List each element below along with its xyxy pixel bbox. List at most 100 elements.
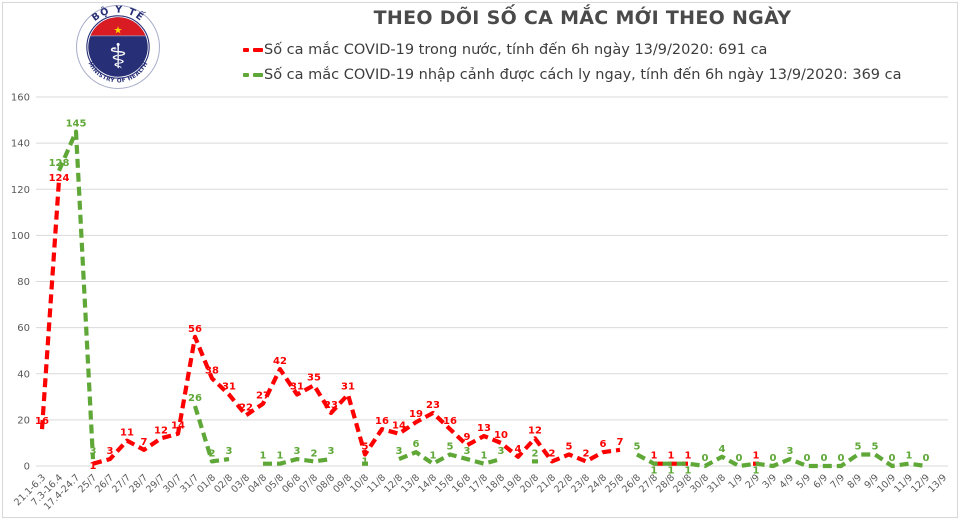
data-point-label: 3 bbox=[90, 446, 97, 457]
domestic-series-line bbox=[92, 334, 621, 466]
data-point-label: 1 bbox=[651, 451, 658, 462]
data-point-label: 23 bbox=[426, 400, 440, 411]
data-point-label: 11 bbox=[120, 428, 134, 439]
y-axis-tick-label: 0 bbox=[24, 462, 30, 473]
data-point-label: 1 bbox=[668, 451, 675, 462]
data-point-label: 1 bbox=[685, 466, 692, 477]
data-point-label: 0 bbox=[770, 453, 777, 464]
legend-marker-domestic-icon bbox=[243, 47, 263, 52]
data-point-label: 3 bbox=[226, 446, 233, 457]
y-axis-tick-label: 60 bbox=[17, 323, 30, 334]
data-point-label: 1 bbox=[906, 451, 913, 462]
y-axis-tick-label: 120 bbox=[11, 185, 30, 196]
data-point-label: 1 bbox=[481, 451, 488, 462]
data-point-label: 27 bbox=[256, 391, 270, 402]
data-point-label: 1 bbox=[753, 451, 760, 462]
data-point-label: 7 bbox=[617, 437, 624, 448]
x-axis-tick-label: 7/9 bbox=[829, 472, 848, 491]
data-point-label: 3 bbox=[294, 446, 301, 457]
x-axis-tick-label: 6/9 bbox=[812, 472, 831, 491]
data-point-label: 56 bbox=[188, 324, 202, 335]
imported-series-line bbox=[398, 450, 502, 466]
data-point-label: 4 bbox=[515, 444, 522, 455]
data-point-label: 5 bbox=[566, 441, 573, 452]
x-axis-tick-label: 3/9 bbox=[761, 472, 780, 491]
x-axis-tick-label: 8/9 bbox=[846, 472, 865, 491]
y-axis-tick-label: 40 bbox=[17, 369, 30, 380]
data-point-label: 13 bbox=[477, 423, 491, 434]
data-point-label: 1 bbox=[90, 461, 97, 472]
data-point-label: 3 bbox=[498, 446, 505, 457]
data-point-label: 3 bbox=[328, 446, 335, 457]
y-axis-tick-label: 140 bbox=[11, 139, 30, 150]
legend-label-domestic: Số ca mắc COVID-19 trong nước, tính đến … bbox=[264, 41, 768, 58]
data-point-label: 1 bbox=[668, 466, 675, 477]
legend-label-imported: Số ca mắc COVID-19 nhập cảnh được cách l… bbox=[264, 66, 902, 83]
data-point-label: 124 bbox=[49, 173, 70, 184]
data-point-label: 1 bbox=[362, 456, 369, 467]
legend-marker-imported-icon bbox=[243, 72, 263, 77]
data-point-label: 5 bbox=[872, 441, 879, 452]
data-point-label: 26 bbox=[188, 393, 202, 404]
data-point-label: 19 bbox=[409, 409, 423, 420]
imported-series-line bbox=[57, 129, 96, 460]
data-point-label: 35 bbox=[307, 372, 321, 383]
data-point-label: 2 bbox=[209, 448, 216, 459]
x-axis-tick-label: 1/9 bbox=[727, 472, 746, 491]
logo-star-icon: ★ bbox=[113, 25, 122, 36]
data-point-label: 3 bbox=[107, 446, 114, 457]
data-point-label: 145 bbox=[66, 119, 87, 130]
logo-caduceus-icon: ⚕ bbox=[109, 37, 128, 77]
data-point-label: 10 bbox=[494, 430, 508, 441]
data-point-label: 2 bbox=[549, 448, 556, 459]
data-point-label: 0 bbox=[804, 453, 811, 464]
data-point-label: 0 bbox=[702, 453, 709, 464]
page-title: THEO DÕI SỐ CA MẮC MỚI THEO NGÀY bbox=[373, 7, 792, 29]
data-point-label: 38 bbox=[205, 365, 219, 376]
data-point-label: 1 bbox=[277, 451, 284, 462]
data-point-label: 1 bbox=[753, 466, 760, 477]
data-point-label: 0 bbox=[923, 453, 930, 464]
data-point-label: 42 bbox=[273, 356, 287, 367]
domestic-series-line bbox=[39, 179, 62, 430]
imported-series-line bbox=[263, 456, 332, 466]
data-point-label: 1 bbox=[651, 466, 658, 477]
data-point-label: 1 bbox=[685, 451, 692, 462]
data-point-label: 1 bbox=[430, 451, 437, 462]
y-axis-tick-label: 20 bbox=[17, 415, 30, 426]
data-point-label: 3 bbox=[464, 446, 471, 457]
data-point-label: 6 bbox=[600, 439, 607, 450]
data-point-label: 5 bbox=[634, 441, 641, 452]
data-point-label: 31 bbox=[341, 382, 355, 393]
data-point-label: 6 bbox=[413, 439, 420, 450]
y-axis-tick-label: 160 bbox=[11, 93, 30, 104]
data-point-label: 22 bbox=[239, 402, 253, 413]
data-point-label: 16 bbox=[35, 416, 49, 427]
data-point-label: 2 bbox=[311, 448, 318, 459]
data-point-label: 5 bbox=[447, 441, 454, 452]
legend-item-domestic: Số ca mắc COVID-19 trong nước, tính đến … bbox=[243, 37, 901, 62]
data-point-label: 0 bbox=[736, 453, 743, 464]
x-axis-tick-label: 31/8 bbox=[705, 472, 728, 495]
chart-legend: Số ca mắc COVID-19 trong nước, tính đến … bbox=[243, 37, 901, 87]
data-point-label: 2 bbox=[532, 448, 539, 459]
data-point-label: 14 bbox=[171, 421, 185, 432]
data-point-label: 0 bbox=[838, 453, 845, 464]
imported-series-line bbox=[192, 405, 230, 464]
x-axis-tick-label: 13/9 bbox=[926, 472, 949, 495]
ministry-of-health-logo: ★ ⚕ BỘ Y TẾ MINISTRY OF HEALTH bbox=[76, 4, 160, 89]
data-point-label: 7 bbox=[141, 437, 148, 448]
data-point-label: 12 bbox=[528, 425, 542, 436]
x-axis-tick-label: 4/9 bbox=[778, 472, 797, 491]
data-point-label: 2 bbox=[583, 448, 590, 459]
data-point-label: 16 bbox=[443, 416, 457, 427]
data-point-label: 128 bbox=[49, 158, 70, 169]
data-point-label: 14 bbox=[392, 421, 406, 432]
logo-inner-disc bbox=[88, 17, 148, 77]
data-point-label: 31 bbox=[290, 382, 304, 393]
data-point-label: 1 bbox=[260, 451, 267, 462]
data-point-label: 23 bbox=[324, 400, 338, 411]
legend-item-imported: Số ca mắc COVID-19 nhập cảnh được cách l… bbox=[243, 62, 901, 87]
